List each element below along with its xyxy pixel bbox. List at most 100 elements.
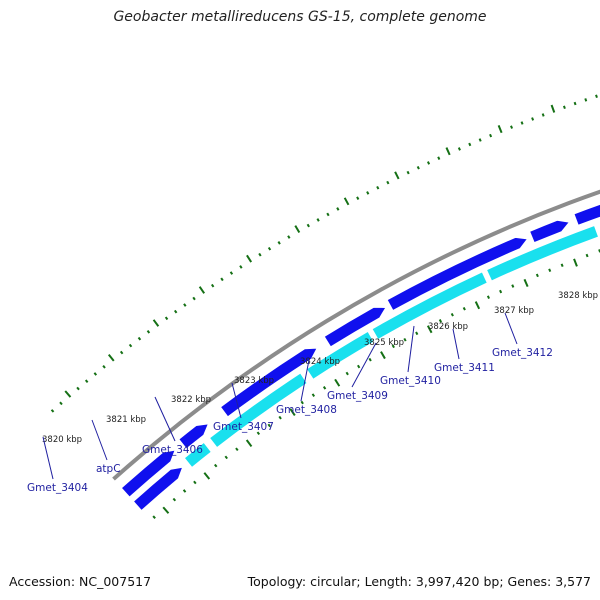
scale-tick <box>214 463 218 468</box>
scale-tick <box>256 431 261 436</box>
scale-tick <box>474 301 481 310</box>
outer-tick <box>93 372 98 376</box>
outer-tick <box>50 409 55 413</box>
scale-tick <box>345 371 349 376</box>
label-leader <box>351 342 377 388</box>
reverse-cds <box>486 225 599 282</box>
scale-tick <box>560 263 564 267</box>
scale-tick <box>245 439 253 448</box>
outer-tick <box>426 161 431 165</box>
tick-label: 3825 kbp <box>364 338 404 348</box>
tick-label: 3820 kbp <box>42 435 82 445</box>
scale-tick <box>300 400 304 405</box>
outer-tick <box>198 286 206 294</box>
outer-tick <box>316 218 320 222</box>
gene-label: atpC <box>96 463 121 475</box>
topology-text: Topology: circular; Length: 3,997,420 bp… <box>247 574 591 589</box>
tick-label: 3828 kbp <box>558 291 598 301</box>
outer-tick <box>573 101 577 106</box>
scale-tick <box>162 506 170 514</box>
outer-tick <box>306 223 310 228</box>
gene-label: Gmet_3406 <box>142 444 203 456</box>
tick-label: 3822 kbp <box>171 395 211 405</box>
outer-tick <box>76 386 80 391</box>
scale-tick <box>573 258 578 267</box>
scale-tick <box>278 415 282 420</box>
scale-tick <box>380 351 386 360</box>
outer-tick <box>376 185 380 190</box>
scale-tick <box>311 393 316 397</box>
outer-tick <box>229 271 234 275</box>
backbone-track <box>112 189 600 481</box>
outer-tick <box>146 330 151 334</box>
outer-tick <box>550 104 556 113</box>
outer-tick <box>137 336 142 341</box>
scale-tick <box>172 497 177 502</box>
reverse-cds <box>371 271 488 340</box>
outer-tick <box>220 277 224 282</box>
feature-track <box>120 204 600 511</box>
scale-tick <box>224 455 228 460</box>
forward-cds <box>120 449 176 498</box>
outer-tick <box>531 117 535 121</box>
outer-tick <box>386 180 390 185</box>
outer-tick <box>267 246 272 251</box>
gene-label: Gmet_3412 <box>492 347 553 359</box>
outer-tick <box>258 252 262 257</box>
scale-tick <box>450 312 454 317</box>
gene-label: Gmet_3407 <box>213 421 274 433</box>
outer-tick <box>520 121 524 125</box>
scale-tick <box>235 447 239 452</box>
outer-tick <box>287 235 291 239</box>
gene-label: Gmet_3409 <box>327 390 388 402</box>
outer-tick <box>510 125 514 129</box>
scale-tick <box>535 273 539 278</box>
scale-tick <box>499 289 503 294</box>
forward-cds <box>573 204 600 226</box>
outer-tick <box>164 316 169 321</box>
scale-tick <box>357 364 361 369</box>
outer-tick <box>541 113 545 117</box>
outer-tick <box>343 197 350 206</box>
label-leader <box>300 359 310 402</box>
reverse-cds <box>132 466 184 511</box>
gene-label: Gmet_3410 <box>380 375 441 387</box>
scale-tick <box>585 253 589 258</box>
outer-tick <box>59 401 63 406</box>
forward-cds <box>220 347 318 418</box>
scale-tick <box>511 284 515 288</box>
gene-label: Gmet_3404 <box>27 482 88 494</box>
outer-tick <box>584 98 588 102</box>
tick-label: 3824 kbp <box>300 357 340 367</box>
outer-tick <box>107 353 115 362</box>
scale-tick <box>462 306 466 311</box>
outer-tick <box>437 156 441 160</box>
outer-tick <box>239 265 243 269</box>
outer-tick <box>102 364 106 369</box>
outer-tick <box>277 241 281 245</box>
scale-tick <box>403 337 407 342</box>
forward-cds <box>178 423 209 450</box>
gene-label: Gmet_3411 <box>434 362 495 374</box>
outer-tick <box>445 147 451 156</box>
gene-label: Gmet_3408 <box>276 404 337 416</box>
map-title: Geobacter metallireducens GS-15, complet… <box>113 9 487 25</box>
outer-tick <box>394 171 400 180</box>
scale-tick <box>523 278 529 288</box>
forward-cds <box>323 307 387 348</box>
scale-tick <box>152 515 156 519</box>
outer-tick <box>562 105 566 110</box>
scale-tick-ring <box>152 249 600 519</box>
reverse-cds <box>183 441 212 468</box>
scale-tick <box>438 319 442 323</box>
label-leader <box>154 396 176 442</box>
backbone-line <box>112 189 600 481</box>
outer-tick <box>457 147 461 151</box>
label-leader <box>42 436 54 480</box>
scale-tick <box>368 357 372 362</box>
reverse-cds <box>209 372 308 449</box>
outer-tick <box>416 165 420 170</box>
outer-tick <box>366 191 370 195</box>
scale-tick <box>334 378 341 387</box>
